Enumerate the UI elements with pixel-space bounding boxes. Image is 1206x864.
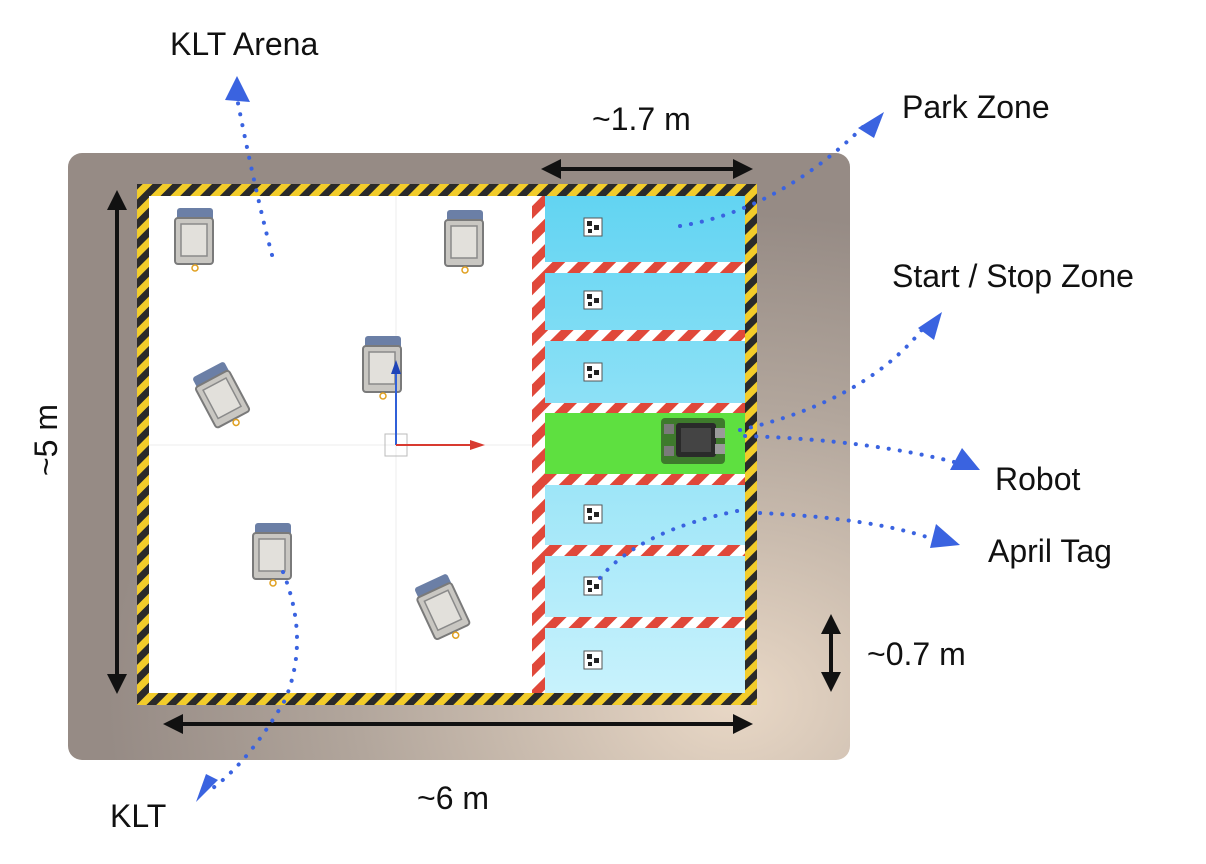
april-tag [583,290,603,310]
zone-divider [545,545,745,556]
april-tag [583,504,603,524]
zone-height-label: ~0.7 m [867,636,966,672]
origin-axes [384,360,485,457]
klt-boxes [174,208,484,641]
april-tag-pointer-right [758,511,932,540]
zone-width-label: ~1.7 m [592,101,691,137]
zone-divider [545,262,745,273]
start-stop-zone-label: Start / Stop Zone [892,258,1134,294]
klt-pointer [211,570,299,790]
robot-label: Robot [995,461,1081,497]
klt-box [414,574,471,641]
start-stop-pointer [738,320,930,432]
april-tag-label: April Tag [988,533,1112,569]
arena-height-label: ~5 m [28,403,65,477]
april-tag [583,650,603,670]
zone-dividers [545,262,745,628]
april-tag [583,217,603,237]
park-zone-label: Park Zone [902,89,1050,125]
arena-width-label: ~6 m [417,780,490,816]
zone-separator [532,196,545,693]
klt-box [252,523,292,587]
pointer-heads [196,76,980,802]
klt-box [444,210,484,274]
zone-divider [545,403,745,414]
robot [661,418,725,464]
zone-divider [545,330,745,341]
klt-label: KLT [110,798,167,834]
klt-box [174,208,214,272]
klt-box [193,362,251,429]
april-tag [583,576,603,596]
park-zone-pointer [678,120,870,228]
klt-arena-label: KLT Arena [170,26,319,62]
april-tag [583,362,603,382]
zone-divider [545,617,745,628]
april-tags [583,217,603,670]
zone-divider [545,474,745,485]
